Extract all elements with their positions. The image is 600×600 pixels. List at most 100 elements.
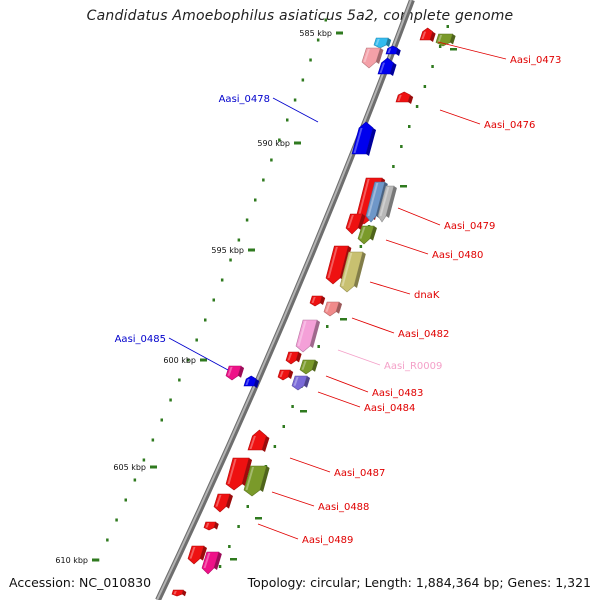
gene-feature[interactable] xyxy=(361,47,384,69)
gc-dot xyxy=(218,565,222,568)
gc-dot xyxy=(169,398,172,402)
gc-dot xyxy=(220,278,224,282)
scale-ticks: 585 kbp 590 kbp 595 kbp 600 kbp 605 kbp 610 k… xyxy=(55,29,343,565)
gene-feature[interactable] xyxy=(377,185,397,223)
gc-dot xyxy=(431,65,434,68)
svg-text:Aasi_0484: Aasi_0484 xyxy=(364,403,415,414)
gene-label[interactable]: dnaK xyxy=(369,281,440,301)
gene-feature[interactable] xyxy=(285,351,302,365)
scale-tick-mark xyxy=(150,465,157,469)
gene-feature[interactable] xyxy=(243,375,260,388)
svg-text:Aasi_0489: Aasi_0489 xyxy=(302,535,353,546)
gene-feature[interactable] xyxy=(225,457,253,491)
svg-text:Aasi_0479: Aasi_0479 xyxy=(444,221,495,232)
gene-label[interactable]: Aasi_0483 xyxy=(325,375,423,399)
genome-backbone xyxy=(155,0,415,600)
gc-dot xyxy=(160,418,163,422)
gc-dot xyxy=(316,38,320,42)
gene-feature[interactable] xyxy=(187,545,207,565)
gene-feature[interactable] xyxy=(357,225,377,245)
scale-tick-label: 610 kbp xyxy=(55,556,88,565)
gene-feature[interactable] xyxy=(373,37,392,49)
scale-tick-mark xyxy=(294,141,301,145)
gene-label[interactable]: Aasi_0480 xyxy=(385,239,483,261)
gene-feature[interactable] xyxy=(351,121,377,156)
gc-dot xyxy=(186,358,190,362)
gc-dash xyxy=(255,517,262,520)
gc-dot xyxy=(237,525,240,528)
gene-feature[interactable] xyxy=(243,465,270,497)
gene-feature[interactable] xyxy=(385,45,401,56)
gene-feature[interactable] xyxy=(295,319,321,353)
scale-tick-mark xyxy=(92,558,99,562)
svg-text:Aasi_0488: Aasi_0488 xyxy=(318,502,369,513)
gc-dot xyxy=(415,105,419,108)
gene-label[interactable]: Aasi_R0009 xyxy=(337,349,442,372)
gc-dot xyxy=(392,165,395,168)
gc-dot xyxy=(286,118,289,122)
gene-feature[interactable] xyxy=(339,251,366,293)
gc-dot xyxy=(400,145,403,148)
gc-dot xyxy=(246,505,249,508)
gc-dot xyxy=(423,85,427,88)
gene-label[interactable]: Aasi_0484 xyxy=(317,391,415,414)
gc-dot xyxy=(270,158,273,162)
gc-dot xyxy=(293,98,297,102)
gene-label[interactable]: Aasi_0488 xyxy=(271,491,369,513)
gc-dot xyxy=(178,378,181,382)
gene-feature[interactable] xyxy=(201,551,222,575)
gc-dot xyxy=(438,45,442,48)
gc-dot xyxy=(142,458,146,462)
gene-feature[interactable] xyxy=(323,301,343,317)
gene-feature[interactable] xyxy=(419,27,436,42)
gene-feature[interactable] xyxy=(171,589,187,597)
gene-label[interactable]: Aasi_0489 xyxy=(257,523,353,546)
gc-dot xyxy=(273,445,277,448)
gc-dash xyxy=(450,48,457,51)
gene-labels[interactable]: Aasi_0473 Aasi_0478 Aasi_0476 Aasi_0479 Aasi… xyxy=(115,41,562,546)
gene-feature[interactable] xyxy=(291,375,311,391)
gene-feature[interactable] xyxy=(309,295,326,307)
gene-feature[interactable] xyxy=(377,57,397,76)
gene-feature[interactable] xyxy=(299,359,319,375)
gene-features[interactable] xyxy=(171,27,456,597)
gc-dash xyxy=(340,318,347,321)
scale-tick-label: 605 kbp xyxy=(113,463,146,472)
svg-text:Aasi_0482: Aasi_0482 xyxy=(398,329,449,340)
gene-feature[interactable] xyxy=(213,493,233,513)
gc-dash xyxy=(300,410,307,413)
scale-tick-label: 595 kbp xyxy=(211,246,244,255)
gc-dot xyxy=(229,258,232,262)
gene-feature[interactable] xyxy=(203,521,219,531)
gene-feature[interactable] xyxy=(395,91,414,104)
gene-label[interactable]: Aasi_0479 xyxy=(397,207,495,232)
gene-label[interactable]: Aasi_0485 xyxy=(115,334,229,371)
gene-feature[interactable] xyxy=(277,369,294,381)
svg-text:Aasi_R0009: Aasi_R0009 xyxy=(384,361,442,372)
gene-label[interactable]: Aasi_0482 xyxy=(351,317,449,340)
gene-label[interactable]: Aasi_0487 xyxy=(289,457,385,479)
scale-tick-mark xyxy=(200,358,207,362)
svg-text:Aasi_0480: Aasi_0480 xyxy=(432,250,483,261)
gc-dot xyxy=(291,405,294,408)
gc-dot xyxy=(228,545,231,548)
gc-dot xyxy=(212,298,215,302)
gene-label[interactable]: Aasi_0473 xyxy=(437,41,561,66)
gene-label[interactable]: Aasi_0476 xyxy=(439,109,535,131)
gc-dot xyxy=(106,538,109,542)
gc-dot xyxy=(204,318,207,322)
gc-dot xyxy=(446,25,449,28)
scale-tick-label: 600 kbp xyxy=(163,356,196,365)
gc-dot xyxy=(151,438,155,442)
gc-dot xyxy=(282,425,285,428)
scale-tick-mark xyxy=(248,248,255,252)
gc-dot xyxy=(245,218,249,222)
gene-label[interactable]: Aasi_0478 xyxy=(219,94,319,123)
gene-feature[interactable] xyxy=(247,429,270,452)
gene-feature[interactable] xyxy=(225,365,245,381)
gc-dot xyxy=(254,198,257,202)
svg-text:Aasi_0483: Aasi_0483 xyxy=(372,388,423,399)
scale-tick-mark xyxy=(336,31,343,35)
gene-feature[interactable] xyxy=(345,213,366,235)
